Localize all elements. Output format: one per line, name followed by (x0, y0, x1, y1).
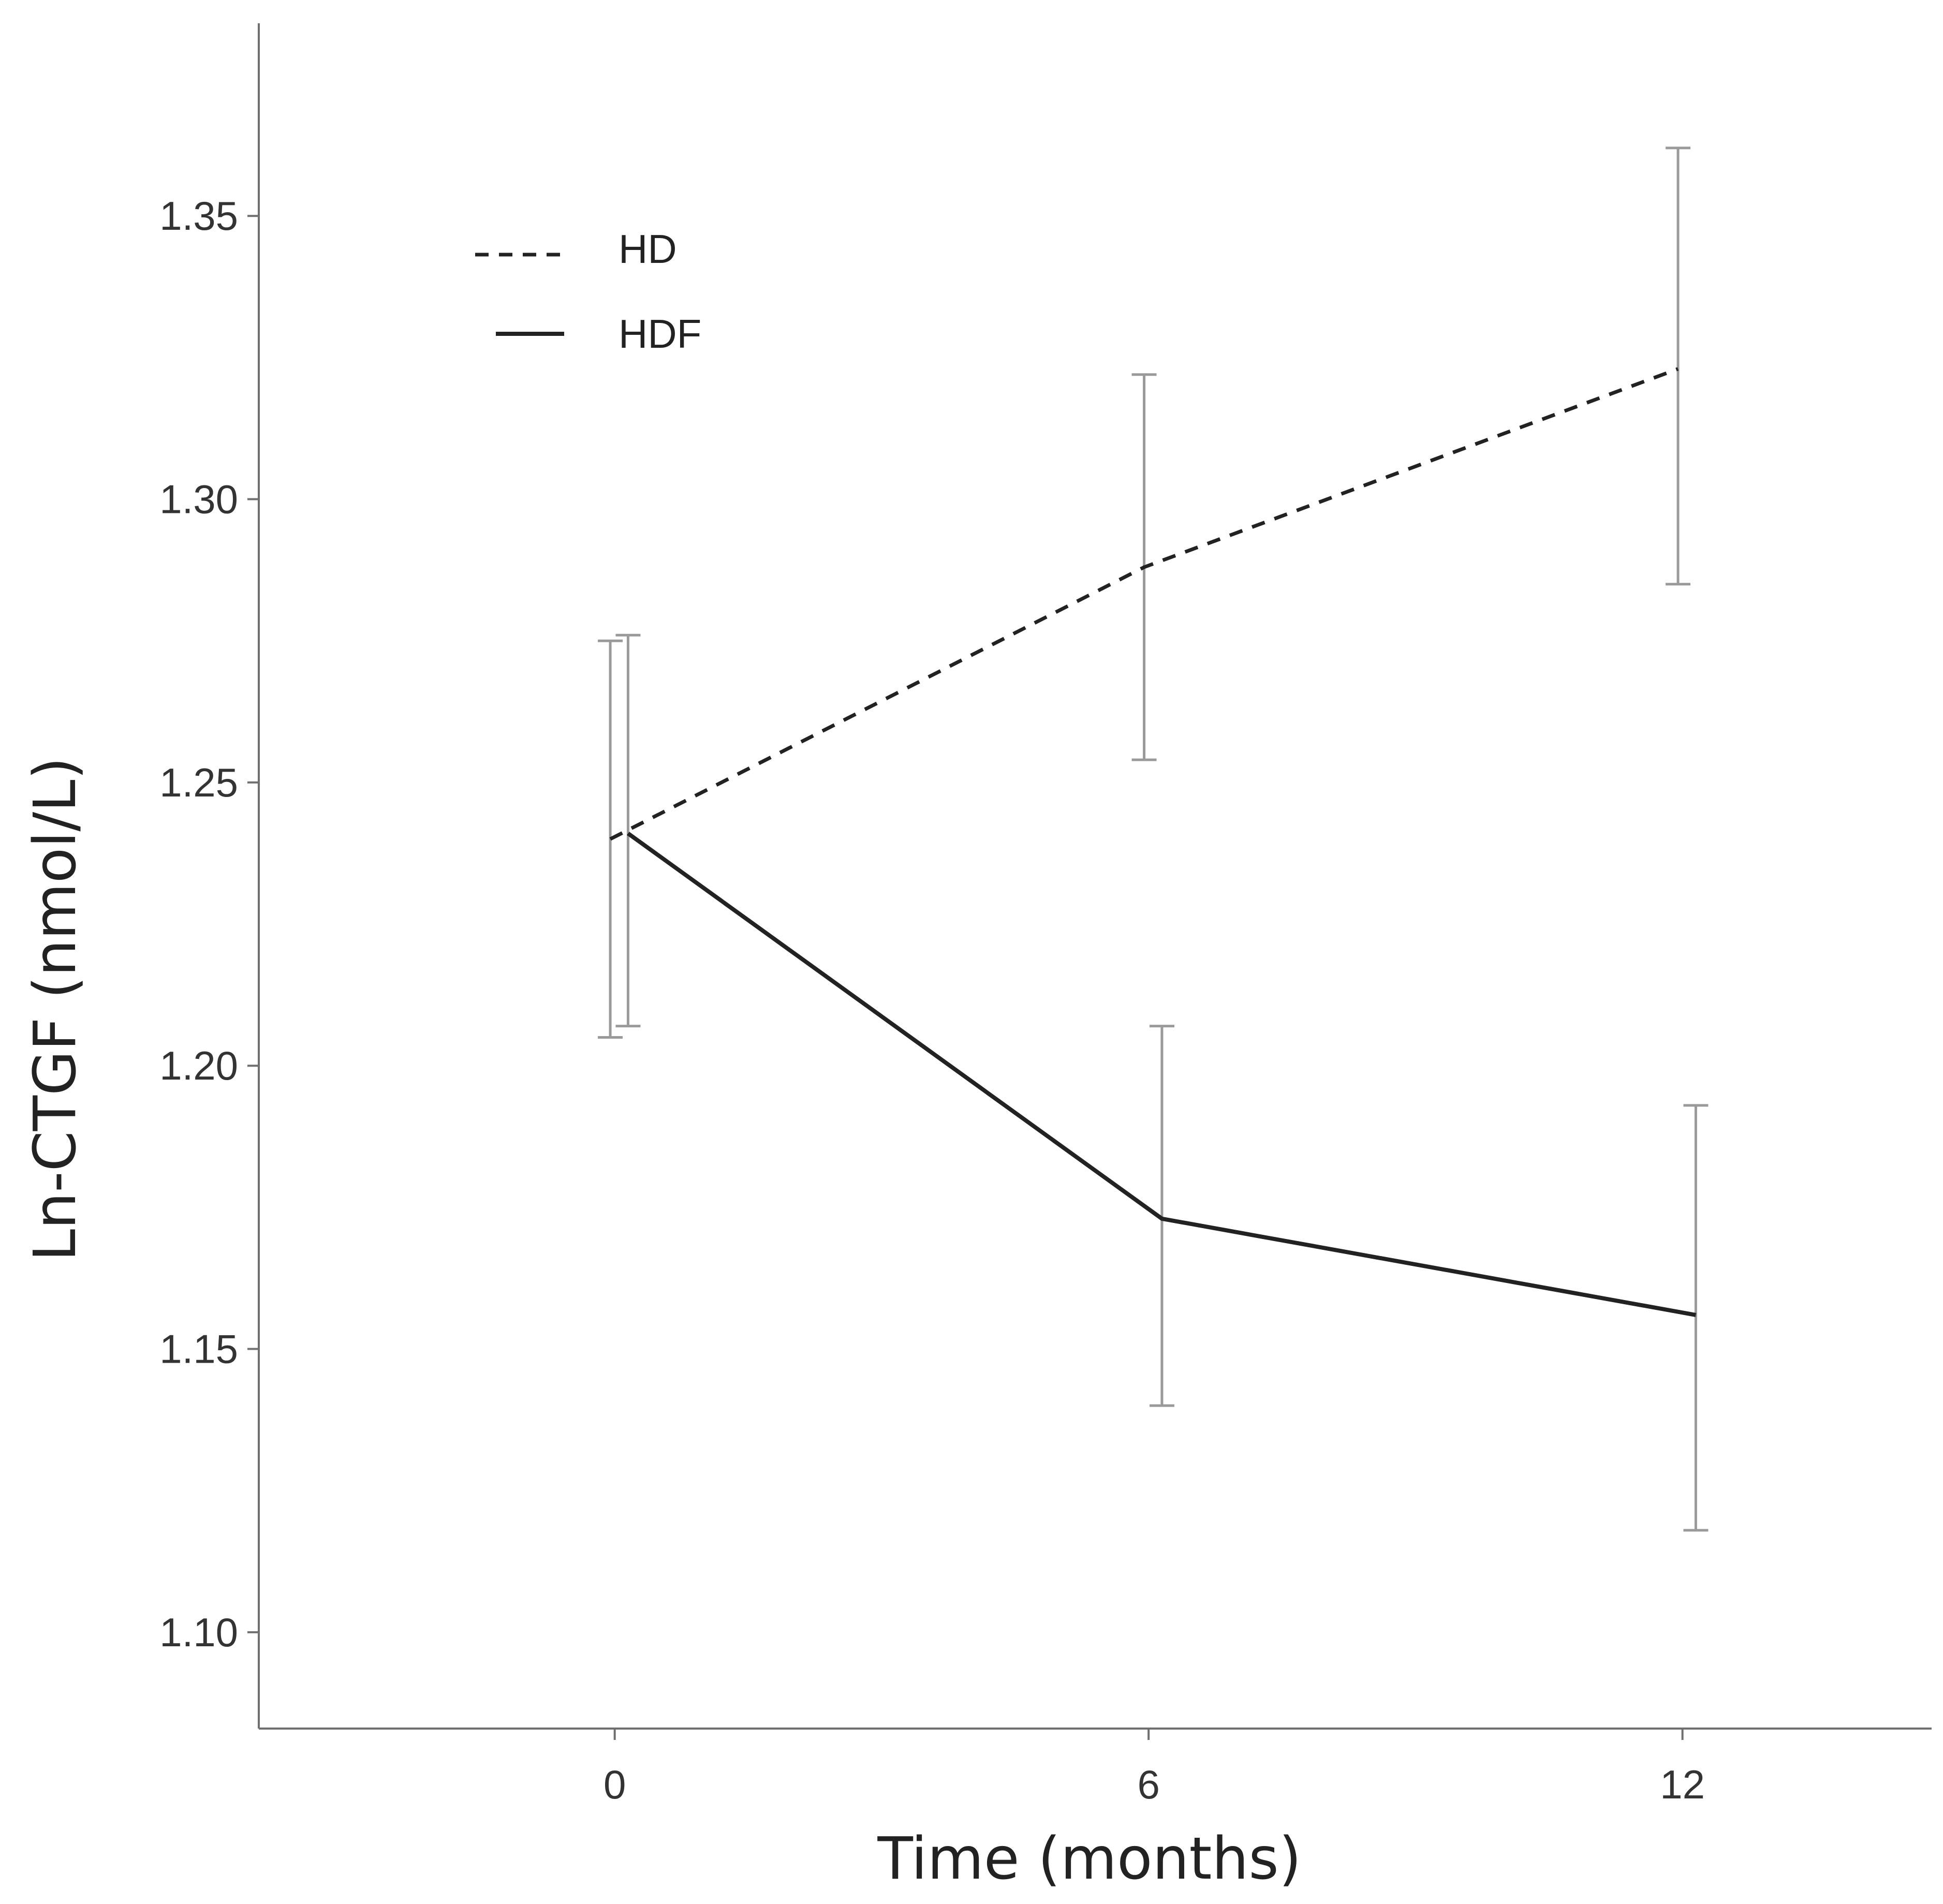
series-lines (609, 367, 1697, 1317)
legend: HD HDF (475, 226, 701, 357)
x-tick-label: 0 (603, 1762, 626, 1807)
x-tick-label: 12 (1660, 1762, 1705, 1807)
legend-hdf-label: HDF (619, 311, 701, 357)
y-tick-label: 1.15 (159, 1326, 238, 1372)
series-line-hd (609, 367, 1679, 841)
error-bar-hdf (615, 633, 641, 1028)
series-line-hdf (627, 832, 1697, 1317)
x-axis-title: Time (months) (877, 1825, 1302, 1893)
y-tick-label: 1.30 (159, 477, 238, 522)
error-bar-hdf (1683, 1104, 1709, 1532)
error-bars (598, 146, 1709, 1532)
error-bar-hdf (1149, 1025, 1174, 1407)
y-tick-label: 1.20 (159, 1043, 238, 1088)
y-tick-label: 1.35 (159, 193, 238, 239)
y-tick-label: 1.10 (159, 1610, 238, 1655)
y-axis-title: Ln-CTGF (nmol/L) (22, 757, 89, 1261)
y-tick-label: 1.25 (159, 760, 238, 805)
x-tick-label: 6 (1137, 1762, 1159, 1807)
y-axis-ticks: 1.10 1.15 1.20 1.25 1.30 1.35 (159, 193, 259, 1655)
error-bar-hd (598, 639, 623, 1039)
legend-hd-label: HD (619, 226, 677, 272)
error-bar-hd (1666, 146, 1691, 586)
x-axis-ticks: 0 6 12 (603, 1729, 1705, 1807)
